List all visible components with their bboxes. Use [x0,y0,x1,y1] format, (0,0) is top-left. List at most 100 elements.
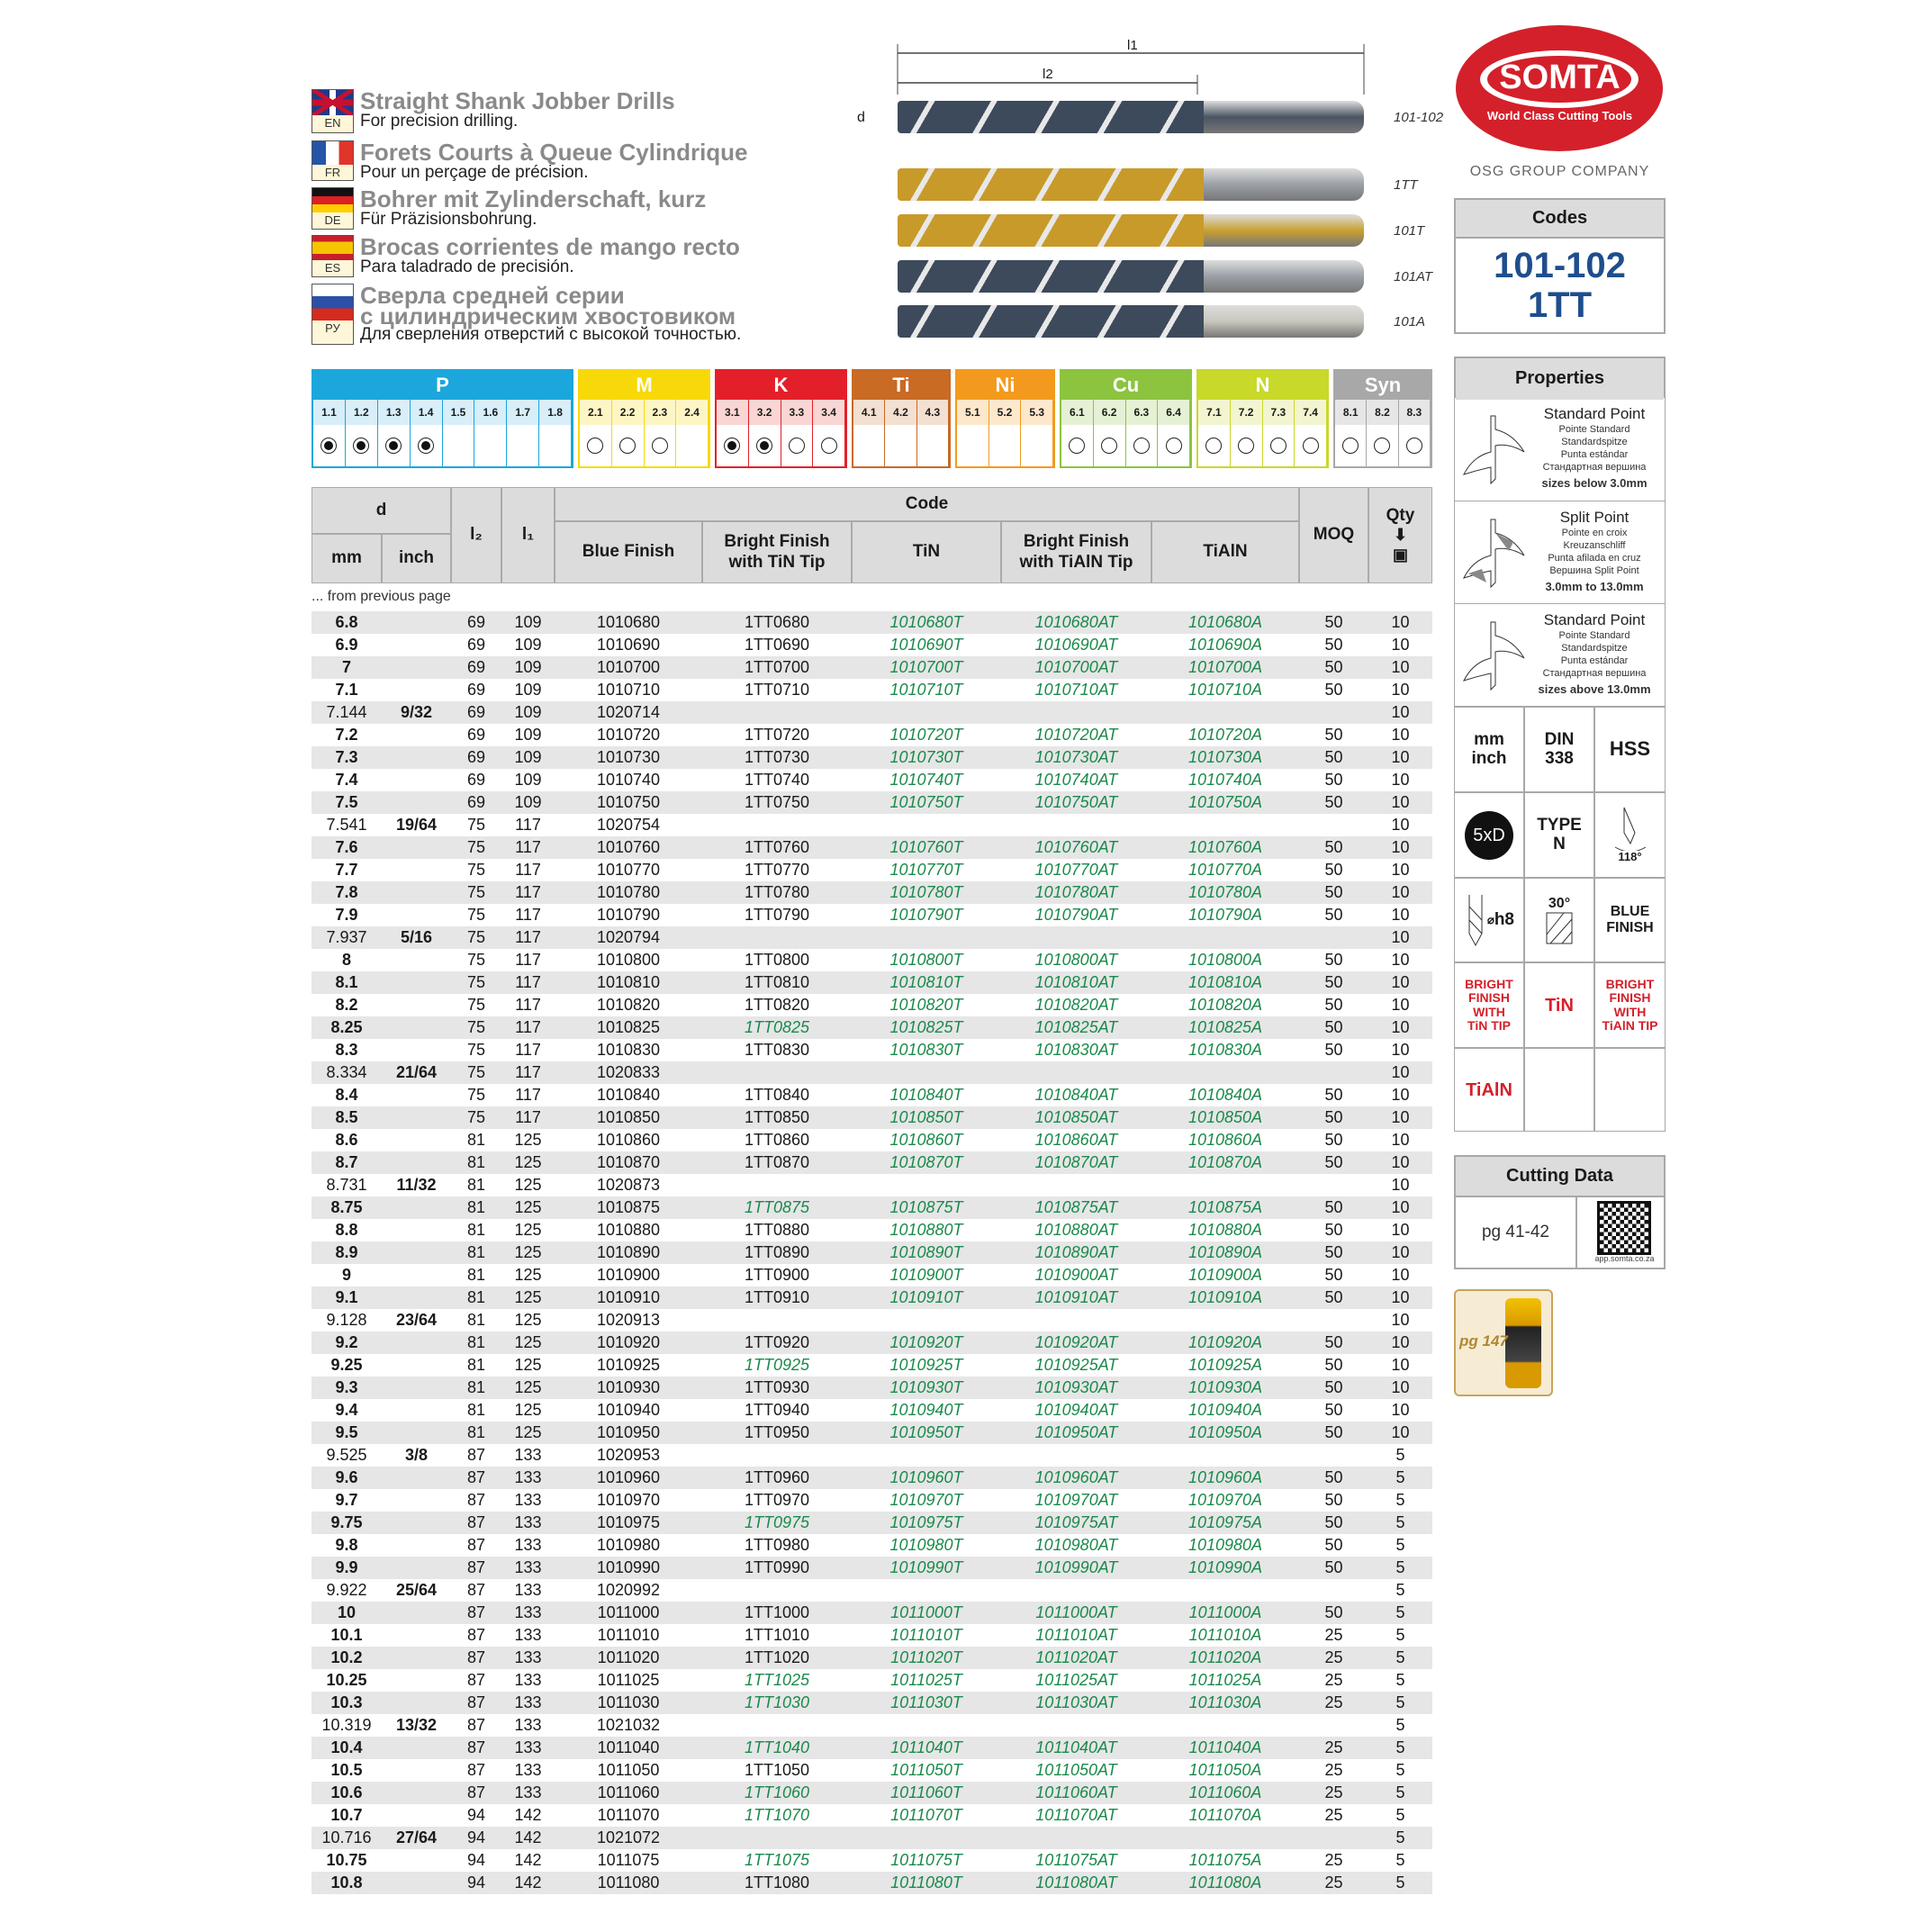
table-row[interactable]: 9.525 3/8 87 133 1020953 5 [311,1444,1432,1467]
table-row[interactable]: 10.7 94 142 1011070 1TT1070 1011070T 1011070AT… [311,1804,1432,1827]
cell-mm: 8.5 [335,1108,358,1126]
cell-inch: 19/64 [395,816,438,834]
table-row[interactable]: 8.7 81 125 1010870 1TT0870 1010870T 1010870AT 1… [311,1151,1432,1174]
table-row[interactable]: 8.4 75 117 1010840 1TT0840 1010840T 1010840AT 1… [311,1084,1432,1106]
cell-bright-tialn: 1011040AT [1035,1738,1117,1756]
cell-l1: 133 [514,1783,542,1801]
table-row[interactable]: 9.1 81 125 1010910 1TT0910 1010910T 1010910AT 1… [311,1286,1432,1309]
table-row[interactable]: 7.937 5/16 75 117 1020794 10 [311,926,1432,949]
prop-din: DIN [1544,729,1575,749]
table-row[interactable]: 10.8 94 142 1011080 1TT1080 1011080T 1011080AT… [311,1872,1432,1894]
cell-bright-tialn: 1011000AT [1035,1603,1117,1621]
table-row[interactable]: 9.7 87 133 1010970 1TT0970 1010970T 1010970AT 1… [311,1489,1432,1512]
cell-tin: 1010690T [889,636,963,654]
cell-l2: 81 [466,1131,486,1149]
table-row[interactable]: 10.1 87 133 1011010 1TT1010 1011010T 1011010AT… [311,1624,1432,1647]
drill-image-3 [898,260,1364,293]
cutting-fluid-link[interactable]: pg 147 [1454,1289,1553,1396]
cell-blue-finish: 1020714 [596,703,661,721]
table-row[interactable]: 7.144 9/32 69 109 1020714 10 [311,701,1432,724]
table-row[interactable]: 10.6 87 133 1011060 1TT1060 1011060T 1011060AT… [311,1782,1432,1804]
table-row[interactable]: 8.9 81 125 1010890 1TT0890 1010890T 1010890AT 1… [311,1241,1432,1264]
cell-blue-finish: 1020992 [596,1581,661,1599]
table-row[interactable]: 10.25 87 133 1011025 1TT1025 1011025T 1011025A… [311,1669,1432,1692]
table-row[interactable]: 8.731 11/32 81 125 1020873 10 [311,1174,1432,1196]
cell-l1: 109 [514,771,542,789]
cell-moq: 50 [1324,996,1343,1014]
table-row[interactable]: 7.5 69 109 1010750 1TT0750 1010750T 1010750AT 1… [311,791,1432,814]
table-row[interactable]: 7.6 75 117 1010760 1TT0760 1010760T 1010760AT 1… [311,836,1432,859]
cell-moq [1299,1309,1368,1332]
cell-tin: 1010960T [889,1468,963,1486]
cell-bright-tialn: 1010690AT [1034,636,1118,654]
cell-l1: 117 [515,838,541,856]
table-row[interactable]: 8.6 81 125 1010860 1TT0860 1010860T 1010860AT 1… [311,1129,1432,1151]
cell-l1: 125 [514,1333,542,1351]
table-row[interactable]: 8.334 21/64 75 117 1020833 10 [311,1061,1432,1084]
table-row[interactable]: 7.541 19/64 75 117 1020754 10 [311,814,1432,836]
material-subgroup: 3.3 [781,400,814,425]
table-row[interactable]: 9.75 87 133 1010975 1TT0975 1010975T 1010975AT… [311,1512,1432,1534]
table-row[interactable]: 7.8 75 117 1010780 1TT0780 1010780T 1010780AT 1… [311,881,1432,904]
cell-blue-finish: 1010875 [596,1198,661,1216]
table-row[interactable]: 9 81 125 1010900 1TT0900 1010900T 1010900AT 101… [311,1264,1432,1286]
cell-bright-tialn: 1011075AT [1035,1851,1117,1869]
table-row[interactable]: 10.319 13/32 87 133 1021032 5 [311,1714,1432,1737]
table-row[interactable]: 9.6 87 133 1010960 1TT0960 1010960T 1010960AT 1… [311,1467,1432,1489]
table-row[interactable]: 9.4 81 125 1010940 1TT0940 1010940T 1010940AT 1… [311,1399,1432,1422]
table-row[interactable]: 8.3 75 117 1010830 1TT0830 1010830T 1010830AT 1… [311,1039,1432,1061]
table-row[interactable]: 8 75 117 1010800 1TT0800 1010800T 1010800AT 101… [311,949,1432,971]
table-row[interactable]: 10.4 87 133 1011040 1TT1040 1011040T 1011040AT… [311,1737,1432,1759]
table-row[interactable]: 7.7 75 117 1010770 1TT0770 1010770T 1010770AT 1… [311,859,1432,881]
cell-l2: 75 [466,883,486,901]
table-row[interactable]: 6.9 69 109 1010690 1TT0690 1010690T 1010690AT 1… [311,634,1432,656]
table-row[interactable]: 10.3 87 133 1011030 1TT1030 1011030T 1011030AT… [311,1692,1432,1714]
table-row[interactable]: 8.8 81 125 1010880 1TT0880 1010880T 1010880AT 1… [311,1219,1432,1241]
cell-qty: 10 [1391,1018,1410,1036]
qr-code-icon[interactable] [1597,1201,1651,1255]
cell-qty: 10 [1391,973,1410,991]
material-subgroup: 7.3 [1263,400,1296,425]
table-row[interactable]: 6.8 69 109 1010680 1TT0680 1010680T 1010680AT 1… [311,611,1432,634]
cell-tin: 1011000T [890,1603,962,1621]
cell-inch [382,994,451,1016]
table-row[interactable]: 7.3 69 109 1010730 1TT0730 1010730T 1010730AT 1… [311,746,1432,769]
table-row[interactable]: 8.1 75 117 1010810 1TT0810 1010810T 1010810AT 1… [311,971,1432,994]
suitable-mark-icon [1269,438,1286,454]
material-subgroup: 3.1 [717,400,749,425]
material-subgroup: 6.1 [1061,400,1094,425]
table-row[interactable]: 9.5 81 125 1010950 1TT0950 1010950T 1010950AT 1… [311,1422,1432,1444]
cell-l2: 87 [466,1491,486,1509]
table-row[interactable]: 8.75 81 125 1010875 1TT0875 1010875T 1010875AT… [311,1196,1432,1219]
table-row[interactable]: 10 87 133 1011000 1TT1000 1011000T 1011000AT 10… [311,1602,1432,1624]
drill-label: 1TT [1394,177,1418,193]
table-row[interactable]: 9.9 87 133 1010990 1TT0990 1010990T 1010990AT 1… [311,1557,1432,1579]
table-row[interactable]: 9.2 81 125 1010920 1TT0920 1010920T 1010920AT 1… [311,1332,1432,1354]
table-row[interactable]: 9.8 87 133 1010980 1TT0980 1010980T 1010980AT 1… [311,1534,1432,1557]
table-row[interactable]: 7 69 109 1010700 1TT0700 1010700T 1010700AT 101… [311,656,1432,679]
cell-tin: 1010720T [889,726,963,744]
cell-tin: 1010760T [889,838,963,856]
cell-bright-tin: 1TT0990 [744,1558,810,1576]
table-row[interactable]: 8.2 75 117 1010820 1TT0820 1010820T 1010820AT 1… [311,994,1432,1016]
table-row[interactable]: 8.5 75 117 1010850 1TT0850 1010850T 1010850AT 1… [311,1106,1432,1129]
table-row[interactable]: 9.922 25/64 87 133 1020992 5 [311,1579,1432,1602]
table-row[interactable]: 9.128 23/64 81 125 1020913 10 [311,1309,1432,1332]
cell-bright-tialn: 1010840AT [1034,1086,1118,1104]
cell-inch [382,724,451,746]
table-row[interactable]: 10.716 27/64 94 142 1021072 5 [311,1827,1432,1849]
cell-l1: 133 [514,1738,542,1756]
table-row[interactable]: 7.1 69 109 1010710 1TT0710 1010710T 1010710AT 1… [311,679,1432,701]
cell-qty: 5 [1395,1468,1405,1486]
table-row[interactable]: 9.3 81 125 1010930 1TT0930 1010930T 1010930AT 1… [311,1377,1432,1399]
table-row[interactable]: 10.75 94 142 1011075 1TT1075 1011075T 1011075A… [311,1849,1432,1872]
cutting-data-pages[interactable]: pg 41-42 [1456,1197,1577,1268]
table-row[interactable]: 9.25 81 125 1010925 1TT0925 1010925T 1010925AT… [311,1354,1432,1377]
cell-l2: 94 [466,1806,486,1824]
table-row[interactable]: 7.9 75 117 1010790 1TT0790 1010790T 1010790AT 1… [311,904,1432,926]
table-row[interactable]: 7.4 69 109 1010740 1TT0740 1010740T 1010740AT 1… [311,769,1432,791]
table-row[interactable]: 7.2 69 109 1010720 1TT0720 1010720T 1010720AT 1… [311,724,1432,746]
table-row[interactable]: 10.5 87 133 1011050 1TT1050 1011050T 1011050AT… [311,1759,1432,1782]
table-row[interactable]: 8.25 75 117 1010825 1TT0825 1010825T 1010825AT… [311,1016,1432,1039]
table-row[interactable]: 10.2 87 133 1011020 1TT1020 1011020T 1011020AT… [311,1647,1432,1669]
